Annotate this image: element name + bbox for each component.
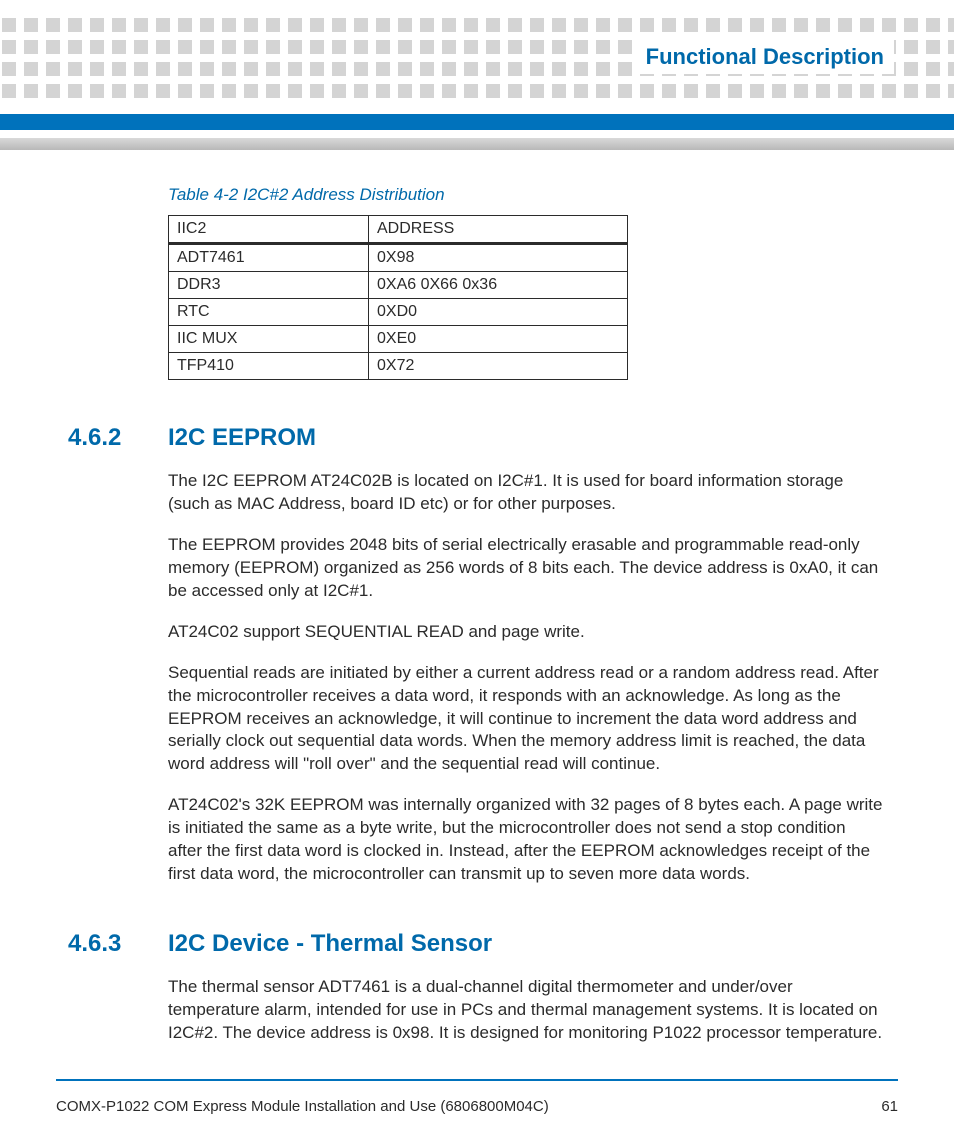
table-row: IIC MUX 0XE0 xyxy=(169,326,628,353)
section-462: 4.6.2 I2C EEPROM The I2C EEPROM AT24C02B… xyxy=(168,424,888,886)
table-header-row: IIC2 ADDRESS xyxy=(169,216,628,244)
page: Functional Description Table 4-2 I2C#2 A… xyxy=(0,0,954,1145)
paragraph: The I2C EEPROM AT24C02B is located on I2… xyxy=(168,470,883,516)
grey-bar xyxy=(0,138,954,150)
footer-page-number: 61 xyxy=(881,1098,898,1115)
paragraph: AT24C02's 32K EEPROM was internally orga… xyxy=(168,794,883,886)
section-number: 4.6.3 xyxy=(68,930,121,958)
section-heading: 4.6.2 I2C EEPROM xyxy=(168,424,888,452)
dot-row xyxy=(0,84,954,98)
table-cell: IIC MUX xyxy=(169,326,369,353)
table-header-cell: IIC2 xyxy=(169,216,369,244)
table-cell: 0XE0 xyxy=(369,326,628,353)
footer: COMX-P1022 COM Express Module Installati… xyxy=(56,1098,898,1115)
table-cell: 0X72 xyxy=(369,353,628,380)
table-cell: 0X98 xyxy=(369,244,628,272)
table-cell: RTC xyxy=(169,299,369,326)
table-row: DDR3 0XA6 0X66 0x36 xyxy=(169,272,628,299)
paragraph: AT24C02 support SEQUENTIAL READ and page… xyxy=(168,621,883,644)
address-table: IIC2 ADDRESS ADT7461 0X98 DDR3 0XA6 0X66… xyxy=(168,215,628,380)
header-title: Functional Description xyxy=(646,44,884,70)
footer-doc-title: COMX-P1022 COM Express Module Installati… xyxy=(56,1098,549,1115)
table-cell: TFP410 xyxy=(169,353,369,380)
paragraph: Sequential reads are initiated by either… xyxy=(168,662,883,777)
header-title-wrap: Functional Description xyxy=(636,40,894,74)
dot-row xyxy=(0,18,954,32)
table-header-cell: ADDRESS xyxy=(369,216,628,244)
table-cell: ADT7461 xyxy=(169,244,369,272)
table-cell: 0XD0 xyxy=(369,299,628,326)
paragraph: The EEPROM provides 2048 bits of serial … xyxy=(168,534,883,603)
table-row: ADT7461 0X98 xyxy=(169,244,628,272)
table-row: TFP410 0X72 xyxy=(169,353,628,380)
footer-rule xyxy=(56,1079,898,1081)
table-cell: DDR3 xyxy=(169,272,369,299)
section-title: I2C EEPROM xyxy=(168,424,316,451)
section-number: 4.6.2 xyxy=(68,424,121,452)
table-caption: Table 4-2 I2C#2 Address Distribution xyxy=(168,185,888,205)
content-column: Table 4-2 I2C#2 Address Distribution IIC… xyxy=(168,185,888,1063)
table-cell: 0XA6 0X66 0x36 xyxy=(369,272,628,299)
table-row: RTC 0XD0 xyxy=(169,299,628,326)
section-463: 4.6.3 I2C Device - Thermal Sensor The th… xyxy=(168,930,888,1045)
section-title: I2C Device - Thermal Sensor xyxy=(168,930,492,957)
paragraph: The thermal sensor ADT7461 is a dual-cha… xyxy=(168,976,883,1045)
blue-bar xyxy=(0,114,954,130)
section-heading: 4.6.3 I2C Device - Thermal Sensor xyxy=(168,930,888,958)
